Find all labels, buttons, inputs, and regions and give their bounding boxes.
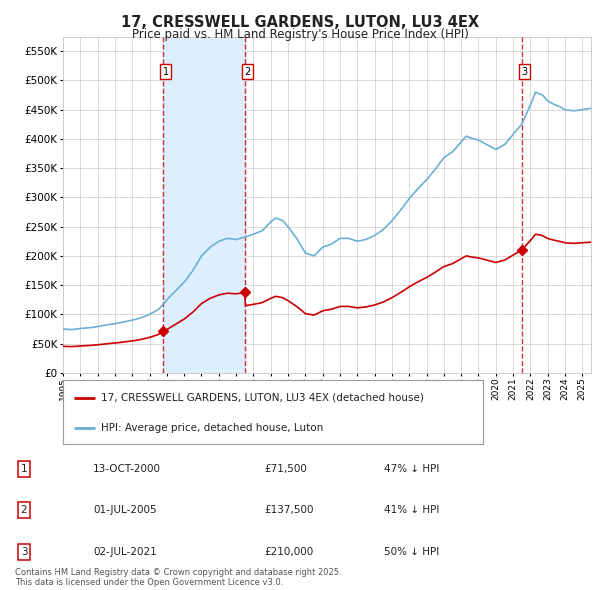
Bar bbox=[163, 37, 245, 373]
Text: 3: 3 bbox=[521, 67, 527, 77]
Text: £210,000: £210,000 bbox=[264, 547, 313, 556]
Text: 13-OCT-2000: 13-OCT-2000 bbox=[93, 464, 161, 474]
Text: 17, CRESSWELL GARDENS, LUTON, LU3 4EX: 17, CRESSWELL GARDENS, LUTON, LU3 4EX bbox=[121, 15, 479, 30]
Text: 01-JUL-2005: 01-JUL-2005 bbox=[93, 506, 157, 515]
Text: Contains HM Land Registry data © Crown copyright and database right 2025.: Contains HM Land Registry data © Crown c… bbox=[15, 568, 341, 577]
Text: 17, CRESSWELL GARDENS, LUTON, LU3 4EX (detached house): 17, CRESSWELL GARDENS, LUTON, LU3 4EX (d… bbox=[101, 393, 424, 403]
Text: £137,500: £137,500 bbox=[264, 506, 314, 515]
Text: £71,500: £71,500 bbox=[264, 464, 307, 474]
Text: 1: 1 bbox=[163, 67, 169, 77]
Text: 2: 2 bbox=[244, 67, 250, 77]
Text: 41% ↓ HPI: 41% ↓ HPI bbox=[384, 506, 439, 515]
Text: 2: 2 bbox=[20, 506, 28, 515]
Text: 50% ↓ HPI: 50% ↓ HPI bbox=[384, 547, 439, 556]
Text: 3: 3 bbox=[20, 547, 28, 556]
Text: Price paid vs. HM Land Registry's House Price Index (HPI): Price paid vs. HM Land Registry's House … bbox=[131, 28, 469, 41]
Text: 47% ↓ HPI: 47% ↓ HPI bbox=[384, 464, 439, 474]
Text: 02-JUL-2021: 02-JUL-2021 bbox=[93, 547, 157, 556]
Text: 1: 1 bbox=[20, 464, 28, 474]
Text: This data is licensed under the Open Government Licence v3.0.: This data is licensed under the Open Gov… bbox=[15, 578, 283, 587]
Text: HPI: Average price, detached house, Luton: HPI: Average price, detached house, Luto… bbox=[101, 423, 323, 432]
